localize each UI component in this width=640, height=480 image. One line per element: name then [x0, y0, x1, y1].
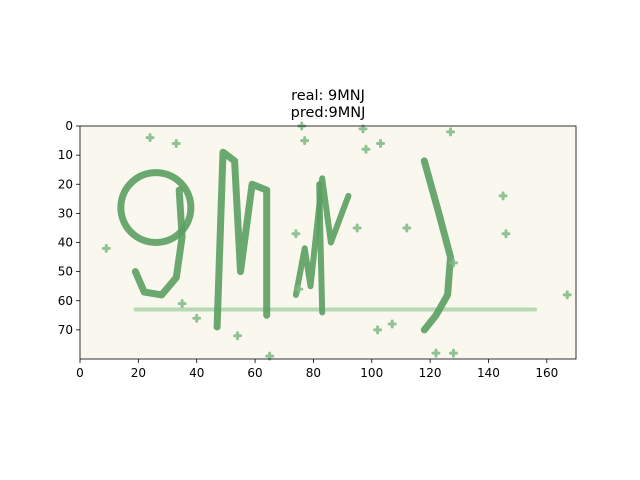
noise-dot — [233, 331, 243, 341]
noise-dot — [171, 138, 181, 148]
x-tick-label: 80 — [306, 366, 321, 380]
noise-dot — [358, 124, 368, 134]
y-tick-label: 70 — [58, 323, 73, 337]
x-tick-label: 120 — [419, 366, 442, 380]
noise-dot — [431, 348, 441, 358]
noise-dot — [562, 290, 572, 300]
noise-dots — [101, 121, 572, 361]
noise-dot — [352, 223, 362, 233]
noise-dot — [294, 284, 304, 294]
noise-dot — [376, 138, 386, 148]
noise-dot — [300, 136, 310, 146]
x-tick-label: 0 — [76, 366, 84, 380]
y-tick-label: 20 — [58, 177, 73, 191]
noise-dot — [373, 325, 383, 335]
glyph-J — [420, 157, 454, 334]
x-axis: 0 20 40 60 80 100 120 140 160 — [76, 359, 558, 380]
x-tick-label: 60 — [247, 366, 262, 380]
noise-dot — [402, 223, 412, 233]
glyph-M — [213, 148, 271, 331]
x-tick-label: 20 — [131, 366, 146, 380]
noise-dot — [145, 133, 155, 143]
noise-dot — [448, 258, 458, 268]
noise-dot — [501, 229, 511, 239]
y-tick-label: 0 — [65, 119, 73, 133]
noise-dot — [498, 191, 508, 201]
x-tick-label: 100 — [360, 366, 383, 380]
y-tick-label: 30 — [58, 206, 73, 220]
title-pred: pred:9MNJ — [291, 105, 366, 121]
y-tick-label: 40 — [58, 236, 73, 250]
x-tick-label: 140 — [477, 366, 500, 380]
y-tick-label: 50 — [58, 265, 73, 279]
plot-area — [79, 121, 577, 361]
y-tick-label: 10 — [58, 148, 73, 162]
noise-dot — [101, 243, 111, 253]
noise-dot — [387, 319, 397, 329]
noise-dot — [265, 351, 275, 361]
noise-dot — [177, 299, 187, 309]
x-tick-label: 40 — [189, 366, 204, 380]
y-tick-label: 60 — [58, 294, 73, 308]
noise-dot — [448, 348, 458, 358]
noise-dot — [446, 127, 456, 137]
x-tick-label: 160 — [535, 366, 558, 380]
glyph-9-tail — [131, 186, 186, 299]
noise-dot — [291, 229, 301, 239]
glyph-N — [292, 175, 352, 298]
noise-dot — [192, 313, 202, 323]
y-axis: 0 10 20 30 40 50 60 70 — [58, 119, 80, 337]
noise-dot — [361, 144, 371, 154]
glyph-9-loop — [117, 169, 195, 247]
captcha-glyphs — [117, 148, 538, 334]
title-real: real: 9MNJ — [291, 88, 365, 104]
glyph-N-stem — [316, 181, 326, 316]
